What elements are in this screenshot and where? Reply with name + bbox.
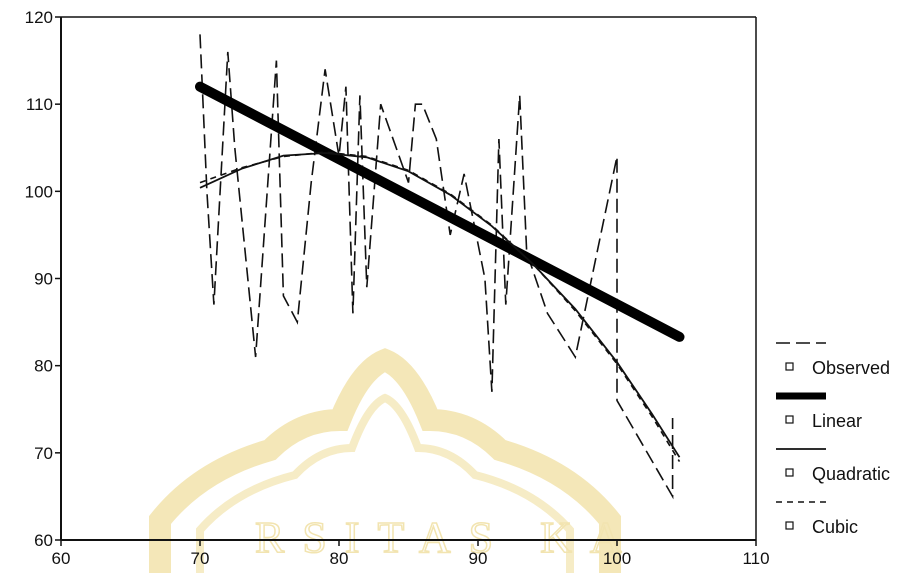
x-tick-label: 100 [603, 549, 631, 568]
legend-marker-icon [785, 521, 794, 530]
axes: 60 70 80 90 100 110 120 60 70 80 90 100 110 [25, 8, 770, 568]
y-tick-label: 100 [25, 182, 53, 201]
y-tick-label: 120 [25, 8, 53, 27]
x-tick-label: 70 [191, 549, 210, 568]
y-tick-label: 90 [34, 270, 53, 289]
legend-marker-icon [785, 362, 794, 371]
legend-marker-icon [785, 415, 794, 424]
legend: Observed Linear Quadratic Cubic [776, 342, 890, 537]
watermark-text: RSITAS KA [255, 513, 640, 562]
legend-label-quadratic: Quadratic [812, 464, 890, 484]
legend-label-observed: Observed [812, 358, 890, 378]
watermark-seal: RSITAS KA [149, 348, 640, 573]
y-tick-label: 60 [34, 531, 53, 550]
y-tick-label: 70 [34, 444, 53, 463]
y-tick-label: 80 [34, 357, 53, 376]
x-tick-label: 60 [52, 549, 71, 568]
legend-marker-icon [785, 468, 794, 477]
x-tick-label: 110 [742, 549, 769, 568]
y-tick-label: 110 [26, 95, 53, 114]
x-tick-label: 80 [330, 549, 349, 568]
legend-label-linear: Linear [812, 411, 862, 431]
series-layer [195, 34, 685, 500]
series-line-quadratic [199, 152, 681, 458]
series-line-linear [195, 81, 685, 342]
legend-label-cubic: Cubic [812, 517, 858, 537]
x-tick-label: 90 [469, 549, 488, 568]
